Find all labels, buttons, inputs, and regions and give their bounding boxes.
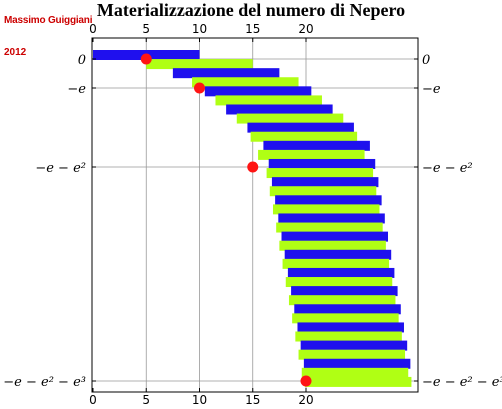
- y-tick-label-right: −e: [422, 82, 441, 97]
- nepero-point: [247, 161, 259, 173]
- green-bar: [276, 222, 383, 233]
- green-bar: [292, 313, 399, 324]
- nepero-point: [194, 82, 205, 94]
- green-bar: [272, 204, 380, 215]
- plot-frame: [91, 37, 419, 393]
- green-bar: [215, 95, 322, 106]
- blue-bar: [287, 267, 395, 278]
- chart-title: Materializzazione del numero di Nepero: [96, 0, 406, 20]
- author-label: Massimo Guiggiani: [4, 15, 93, 26]
- blue-bar: [297, 322, 404, 333]
- blue-bar: [226, 104, 333, 115]
- y-tick-label-left: 0: [78, 53, 86, 68]
- tick-labels: 0 0 5 5 10 10 15 15 20 20 0 0 −e −e −e − e² −e − e² −e −…: [3, 22, 502, 407]
- green-bar: [285, 277, 393, 288]
- green-bar: [266, 168, 374, 179]
- blue-bar: [300, 340, 408, 351]
- green-bar: [301, 367, 409, 378]
- nepero-point: [140, 53, 152, 65]
- points-group: [140, 53, 312, 387]
- y-tick-label-left: −e − e² − e³: [3, 375, 86, 390]
- green-bar: [282, 258, 390, 269]
- x-tick-label-top: 10: [192, 22, 207, 36]
- x-tick-label-bottom: 0: [89, 393, 97, 407]
- green-bar: [250, 131, 358, 142]
- bars-group: [93, 50, 412, 387]
- x-tick-label-bottom: 15: [245, 393, 260, 407]
- y-tick-label-right: 0: [422, 53, 430, 68]
- blue-bar: [278, 213, 385, 224]
- x-tick-label-top: 5: [142, 22, 150, 36]
- green-bar: [146, 59, 253, 70]
- y-tick-label-right: −e − e²: [422, 161, 473, 176]
- frame-rect: [91, 37, 419, 393]
- green-bar: [192, 77, 299, 88]
- y-tick-label-right: −e − e² − e³: [422, 375, 502, 390]
- y-tick-label-left: −e: [67, 82, 86, 97]
- blue-bar: [172, 68, 280, 79]
- blue-bar: [247, 122, 354, 133]
- green-bar: [269, 186, 377, 197]
- x-tick-label-top: 20: [298, 22, 313, 36]
- blue-bar: [275, 195, 382, 206]
- blue-bar: [204, 86, 312, 97]
- blue-bar: [271, 177, 379, 188]
- blue-bar: [294, 304, 401, 315]
- nepero-point: [300, 375, 312, 387]
- green-bar: [258, 149, 365, 160]
- x-tick-label-bottom: 5: [142, 393, 150, 407]
- blue-bar: [268, 158, 376, 169]
- y-tick-label-left: −e − e²: [35, 161, 86, 176]
- x-tick-label-top: 0: [89, 22, 97, 36]
- blue-bar: [303, 358, 411, 369]
- green-bar: [288, 295, 396, 306]
- x-tick-label-bottom: 10: [192, 393, 207, 407]
- blue-bar: [291, 286, 398, 297]
- year-label: 2012: [4, 47, 27, 58]
- x-tick-label-top: 15: [245, 22, 260, 36]
- green-bar: [304, 376, 412, 387]
- green-bar: [279, 240, 386, 251]
- blue-bar: [281, 231, 389, 242]
- green-bar: [298, 349, 406, 360]
- x-tick-label-bottom: 20: [298, 393, 313, 407]
- green-bar: [236, 113, 344, 124]
- blue-bar: [263, 140, 370, 151]
- green-bar: [295, 331, 402, 342]
- blue-bar: [284, 249, 392, 260]
